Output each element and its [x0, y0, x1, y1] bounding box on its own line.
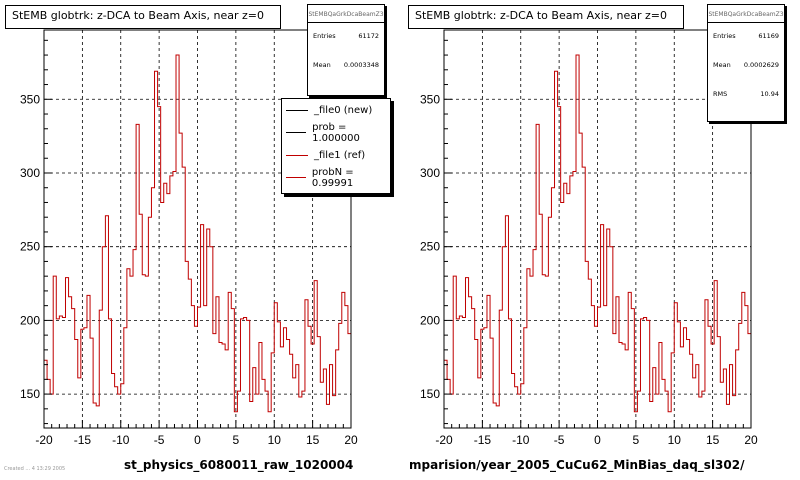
right-chart-title: StEMB globtrk: z-DCA to Beam Axis, near …: [408, 5, 684, 29]
x-tick-label: 15: [706, 433, 720, 447]
left-stats-mean-value: 0.0003348: [343, 61, 379, 69]
x-tick-label: -15: [74, 433, 92, 447]
x-tick-label: 20: [344, 433, 358, 447]
y-tick-label: 250: [20, 240, 40, 254]
right-stats-mean-row: Mean 0.0002629: [708, 58, 784, 73]
right-stats-mean-value: 0.0002629: [743, 61, 779, 69]
legend-label-probn: probN = 0.99991: [311, 166, 354, 189]
right-stats-name: StEMBQaGrkDcaBeamZ3: [708, 5, 784, 23]
left-chart-title: StEMB globtrk: z-DCA to Beam Axis, near …: [5, 5, 281, 29]
legend-entry-prob: prob = 1.000000: [282, 122, 390, 145]
y-tick-label: 200: [20, 313, 40, 327]
x-tick-label: 5: [233, 433, 240, 447]
left-stats-entries-value: 61172: [358, 32, 379, 40]
left-histogram-panel: -20 -15 -10 -5 0 5 10 15 20 150 200 250 300 350: [20, 29, 358, 447]
legend-swatch-file1: [286, 154, 308, 156]
x-tick-label: -5: [554, 433, 565, 447]
legend-label-file0: _file0 (new): [314, 104, 373, 116]
left-stats-entries-label: Entries: [313, 32, 336, 40]
x-tick-label: 0: [194, 433, 201, 447]
y-tick-label: 150: [420, 387, 440, 401]
left-legend: _file0 (new) prob = 1.000000 _file1 (ref…: [281, 98, 391, 194]
left-x-caption: st_physics_6080011_raw_1020004: [124, 458, 354, 472]
legend-swatch-file0: [286, 109, 308, 111]
histogram-series: [44, 54, 351, 413]
x-tick-label: -5: [154, 433, 165, 447]
x-tick-label: 10: [668, 433, 682, 447]
x-tick-label: 20: [744, 433, 758, 447]
right-stats-entries-value: 61169: [758, 32, 779, 40]
y-tick-label: 350: [420, 92, 440, 106]
legend-label-file1: _file1 (ref): [314, 149, 366, 161]
x-tick-label: -10: [512, 433, 530, 447]
legend-swatch-prob: [286, 132, 307, 134]
legend-label-prob: prob = 1.000000: [312, 121, 360, 144]
y-tick-label: 300: [420, 166, 440, 180]
right-histogram-panel: -20 -15 -10 -5 0 5 10 15 20 150 200 250 300 350: [420, 29, 758, 447]
left-stats-mean-label: Mean: [313, 61, 331, 69]
right-stats-rms-label: RMS: [713, 90, 728, 98]
left-stats-box: StEMBQaGrkDcaBeamZ3 Entries 61172 Mean 0…: [307, 4, 385, 96]
left-stats-mean-row: Mean 0.0003348: [308, 58, 384, 73]
y-tick-label: 300: [20, 166, 40, 180]
right-stats-rms-value: 10.94: [760, 90, 779, 98]
x-tick-label: 15: [306, 433, 320, 447]
y-tick-label: 250: [420, 240, 440, 254]
y-tick-label: 200: [420, 313, 440, 327]
footer-text: Created ... 4 13:29 2005: [4, 466, 66, 472]
legend-swatch-probn: [286, 177, 306, 179]
x-tick-label: -15: [474, 433, 492, 447]
right-x-caption: mparision/year_2005_CuCu62_MinBias_daq_s…: [409, 458, 745, 472]
legend-entry-probn: probN = 0.99991: [282, 167, 390, 190]
histogram-series: [444, 54, 751, 413]
right-stats-rms-row: RMS 10.94: [708, 87, 784, 102]
x-tick-label: 10: [268, 433, 282, 447]
x-tick-label: 0: [594, 433, 601, 447]
y-tick-label: 350: [20, 92, 40, 106]
right-stats-mean-label: Mean: [713, 61, 731, 69]
left-stats-entries-row: Entries 61172: [308, 29, 384, 44]
y-tick-label: 150: [20, 387, 40, 401]
left-stats-name: StEMBQaGrkDcaBeamZ3: [308, 5, 384, 23]
legend-entry-file1: _file1 (ref): [282, 144, 390, 167]
x-tick-label: -20: [35, 433, 53, 447]
right-stats-entries-label: Entries: [713, 32, 736, 40]
x-tick-label: -10: [112, 433, 130, 447]
right-stats-box: StEMBQaGrkDcaBeamZ3 Entries 61169 Mean 0…: [707, 4, 785, 122]
right-stats-entries-row: Entries 61169: [708, 29, 784, 44]
legend-entry-file0: _file0 (new): [282, 99, 390, 122]
x-tick-label: -20: [435, 433, 453, 447]
x-tick-label: 5: [633, 433, 640, 447]
